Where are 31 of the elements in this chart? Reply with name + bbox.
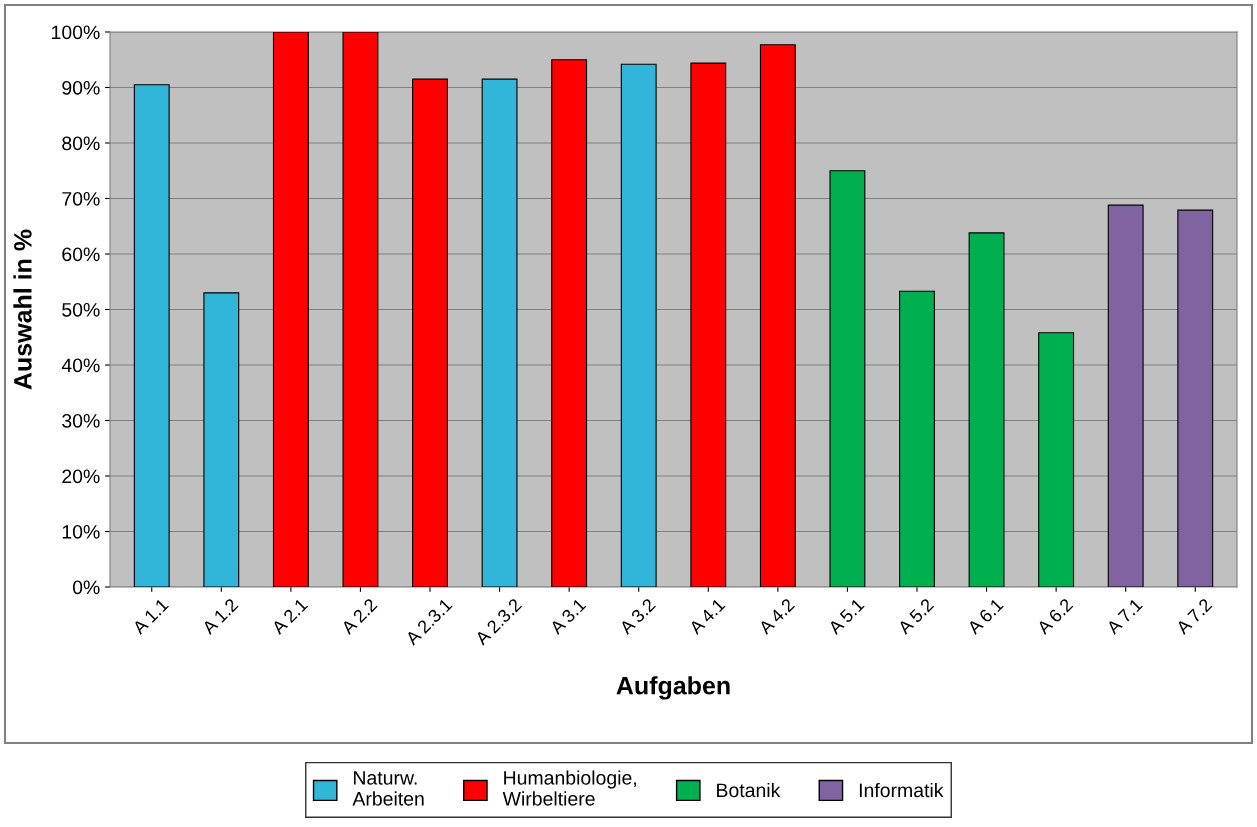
- legend-label: Naturw. Arbeiten: [352, 771, 424, 806]
- x-tick-label: A 7.1: [1105, 597, 1143, 636]
- x-axis-title: Aufgaben: [616, 676, 730, 700]
- y-tick-label: 20%: [62, 469, 100, 484]
- x-tick-label: A 6.2: [1035, 597, 1074, 636]
- y-tick-label: 30%: [62, 413, 100, 428]
- y-tick-label: 90%: [62, 80, 100, 95]
- x-tick-label: A 1.1: [131, 597, 169, 636]
- x-tick-label: A 3.2: [618, 597, 657, 636]
- x-tick-label: A 5.1: [827, 597, 865, 636]
- y-tick-label: 10%: [62, 524, 100, 539]
- y-tick-label: 50%: [62, 302, 100, 317]
- y-tick-label: 80%: [62, 136, 100, 151]
- x-tick-label: A 2.1: [270, 597, 309, 636]
- legend-label: Humanbiologie, Wirbeltiere: [502, 770, 636, 806]
- y-tick-label: 0%: [72, 580, 100, 595]
- x-tick-label: A 3.1: [549, 597, 587, 636]
- legend-label: Informatik: [859, 782, 944, 798]
- y-tick-label: 100%: [52, 25, 100, 40]
- x-tick-label: A 7.2: [1175, 597, 1213, 636]
- x-tick-label: A 4.1: [688, 597, 726, 636]
- x-tick-label: A 6.1: [966, 597, 1004, 636]
- y-tick-label: 40%: [61, 358, 100, 373]
- x-tick-label: A 4.2: [757, 597, 796, 636]
- x-tick-label: A 5.2: [896, 597, 935, 636]
- y-axis-title: Auswahl in %: [13, 229, 32, 390]
- y-tick-label: 60%: [62, 247, 100, 262]
- x-tick-label: A 2.2: [340, 597, 378, 636]
- x-tick-label: A 1.2: [201, 597, 239, 636]
- y-tick-label: 70%: [62, 191, 100, 206]
- legend-label: Botanik: [717, 782, 781, 798]
